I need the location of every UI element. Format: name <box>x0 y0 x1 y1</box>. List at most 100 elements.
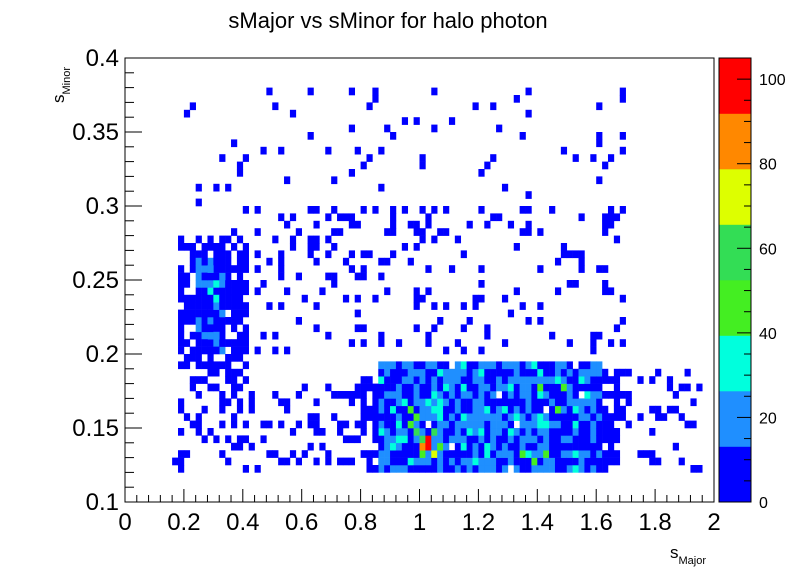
heatmap-cell <box>448 117 456 125</box>
heatmap-cell <box>313 243 320 251</box>
heatmap-cell <box>390 228 397 236</box>
heatmap-cell <box>448 435 456 444</box>
heatmap-cell <box>478 442 485 451</box>
heatmap-cell <box>372 294 379 303</box>
heatmap-cell <box>537 442 544 451</box>
heatmap-cell <box>225 287 232 296</box>
heatmap-cell <box>372 420 379 429</box>
heatmap-cell <box>319 442 326 451</box>
heatmap-cell <box>566 339 573 347</box>
heatmap-cell <box>384 383 391 392</box>
heatmap-cell <box>578 428 585 436</box>
heatmap-cell <box>554 442 562 451</box>
heatmap-cell <box>507 383 515 392</box>
heatmap-cell <box>225 368 232 377</box>
heatmap-cell <box>331 391 338 399</box>
heatmap-cell <box>390 361 397 370</box>
heatmap-cell <box>372 383 379 392</box>
heatmap-cell <box>231 383 238 392</box>
heatmap-cell <box>531 376 538 384</box>
heatmap-cell <box>578 457 585 466</box>
heatmap-cell <box>443 428 450 436</box>
heatmap-cell <box>231 376 238 384</box>
heatmap-cell <box>466 368 473 377</box>
heatmap-cell <box>531 442 538 451</box>
heatmap-cell <box>207 302 214 310</box>
heatmap-cell <box>572 280 579 288</box>
heatmap-cell <box>525 317 532 325</box>
heatmap-cell <box>437 442 444 451</box>
heatmap-cell <box>501 183 509 192</box>
heatmap-cell <box>519 405 526 414</box>
heatmap-cell <box>236 287 244 296</box>
heatmap-cell <box>378 331 385 340</box>
heatmap-cell <box>625 368 632 377</box>
heatmap-cell <box>419 161 426 170</box>
heatmap-cell <box>478 368 485 377</box>
heatmap-cell <box>189 317 196 325</box>
heatmap-cell <box>607 435 615 444</box>
heatmap-cell <box>407 368 414 377</box>
heatmap-cell <box>519 428 526 436</box>
heatmap-cell <box>431 206 438 214</box>
heatmap-cell <box>431 124 438 133</box>
heatmap-cell <box>219 235 226 244</box>
heatmap-cell <box>178 309 185 318</box>
heatmap-cell <box>201 361 208 370</box>
heatmap-cell <box>384 368 391 377</box>
heatmap-cell <box>484 361 491 370</box>
palette-swatch <box>719 224 751 281</box>
heatmap-cell <box>472 457 479 466</box>
heatmap-cell <box>607 450 615 458</box>
heatmap-cell <box>295 391 302 399</box>
heatmap-cell <box>560 250 568 259</box>
heatmap-cell <box>678 383 685 392</box>
heatmap-cell <box>207 265 214 273</box>
heatmap-cell <box>407 405 414 414</box>
heatmap-cell <box>425 213 432 222</box>
heatmap-cell <box>672 391 679 399</box>
heatmap-cell <box>513 435 520 444</box>
heatmap-cell <box>560 413 568 421</box>
heatmap-cell <box>513 465 520 473</box>
heatmap-cell <box>537 465 544 473</box>
heatmap-cell <box>460 442 467 451</box>
heatmap-cell <box>690 465 697 473</box>
palette-swatch <box>719 446 751 503</box>
palette-swatch <box>719 113 751 170</box>
heatmap-cell <box>525 405 532 414</box>
heatmap-cell <box>549 442 556 451</box>
heatmap-cell <box>602 450 609 458</box>
heatmap-cell <box>496 465 503 473</box>
heatmap-cell <box>236 442 244 451</box>
heatmap-cell <box>195 354 202 362</box>
heatmap-cell <box>607 413 615 421</box>
heatmap-cell <box>378 391 385 399</box>
heatmap-cell <box>231 302 238 310</box>
heatmap-cell <box>425 220 432 229</box>
heatmap-cell <box>566 442 573 451</box>
heatmap-cell <box>443 383 450 392</box>
heatmap-cell <box>313 413 320 421</box>
heatmap-cell <box>372 398 379 407</box>
heatmap-cell <box>560 391 568 399</box>
heatmap-cell <box>425 265 432 273</box>
heatmap-cell <box>242 309 249 318</box>
heatmap-cell <box>643 450 650 458</box>
x-tick-label: 1.4 <box>521 509 554 536</box>
heatmap-cell <box>195 346 202 355</box>
heatmap-cell <box>236 169 244 177</box>
heatmap-cell <box>560 368 568 377</box>
heatmap-cell <box>537 368 544 377</box>
heatmap-cell <box>378 450 385 458</box>
heatmap-cell <box>431 465 438 473</box>
heatmap-cell <box>554 368 562 377</box>
heatmap-cell <box>413 420 420 429</box>
heatmap-cell <box>554 405 562 414</box>
heatmap-cell <box>207 383 214 392</box>
heatmap-cell <box>419 235 426 244</box>
heatmap-cell <box>501 339 509 347</box>
heatmap-cell <box>443 302 450 310</box>
heatmap-cell <box>560 457 568 466</box>
heatmap-cell <box>607 206 615 214</box>
